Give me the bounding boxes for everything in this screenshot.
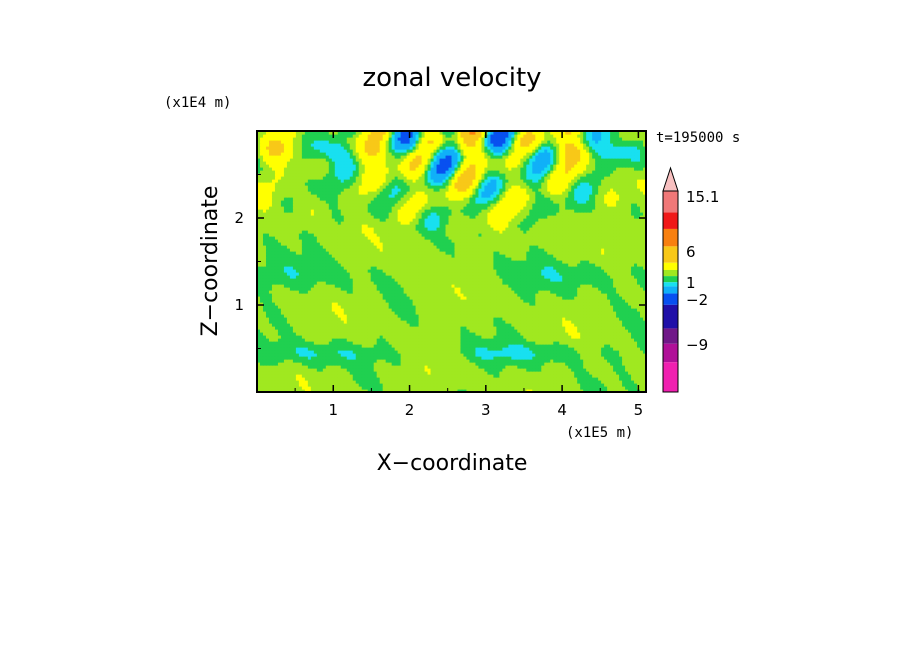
y-axis-label: Z−coordinate	[198, 186, 223, 337]
colorbar-label: 15.1	[686, 188, 719, 206]
y-axis-unit: (x1E4 m)	[164, 95, 231, 111]
colorbar-swatch	[663, 212, 678, 229]
colorbar-swatch	[663, 293, 678, 305]
chart-title: zonal velocity	[362, 63, 541, 93]
time-label: t=195000 s	[656, 130, 740, 146]
y-tick-label: 1	[234, 296, 244, 314]
colorbar-swatch	[663, 328, 678, 344]
x-tick-label: 5	[634, 401, 644, 419]
colorbar-label: 1	[686, 274, 696, 292]
y-axis: 12	[234, 174, 646, 349]
x-tick-label: 1	[329, 401, 339, 419]
colorbar-swatch	[663, 286, 678, 294]
colorbar-label: −2	[686, 291, 708, 309]
x-tick-label: 4	[557, 401, 567, 419]
colorbar-swatch	[663, 191, 678, 213]
colorbar-label: −9	[686, 336, 708, 354]
colorbar-swatch	[663, 362, 678, 392]
colorbar-swatch	[663, 304, 678, 329]
colorbar: 15.1 6 1−2 −9	[662, 166, 719, 393]
colorbar-swatch	[663, 228, 678, 247]
colorbar-swatch	[663, 269, 678, 277]
colorbar-swatch	[663, 276, 678, 283]
colorbar-swatch	[663, 282, 678, 287]
colorbar-swatch	[663, 246, 678, 263]
colorbar-extend-arrow	[662, 166, 679, 192]
colorbar-swatch	[663, 262, 678, 270]
x-tick-label: 2	[405, 401, 415, 419]
x-tick-label: 3	[481, 401, 491, 419]
colorbar-swatch	[663, 343, 678, 363]
colorbar-frame	[662, 190, 679, 393]
y-tick-label: 2	[234, 209, 244, 227]
velocity-field	[257, 131, 646, 392]
x-axis-label: X−coordinate	[377, 451, 528, 476]
x-axis-unit: (x1E5 m)	[566, 425, 633, 441]
x-axis: 1 2 3 4 5	[294, 131, 644, 419]
colorbar-label: 6	[686, 243, 696, 261]
